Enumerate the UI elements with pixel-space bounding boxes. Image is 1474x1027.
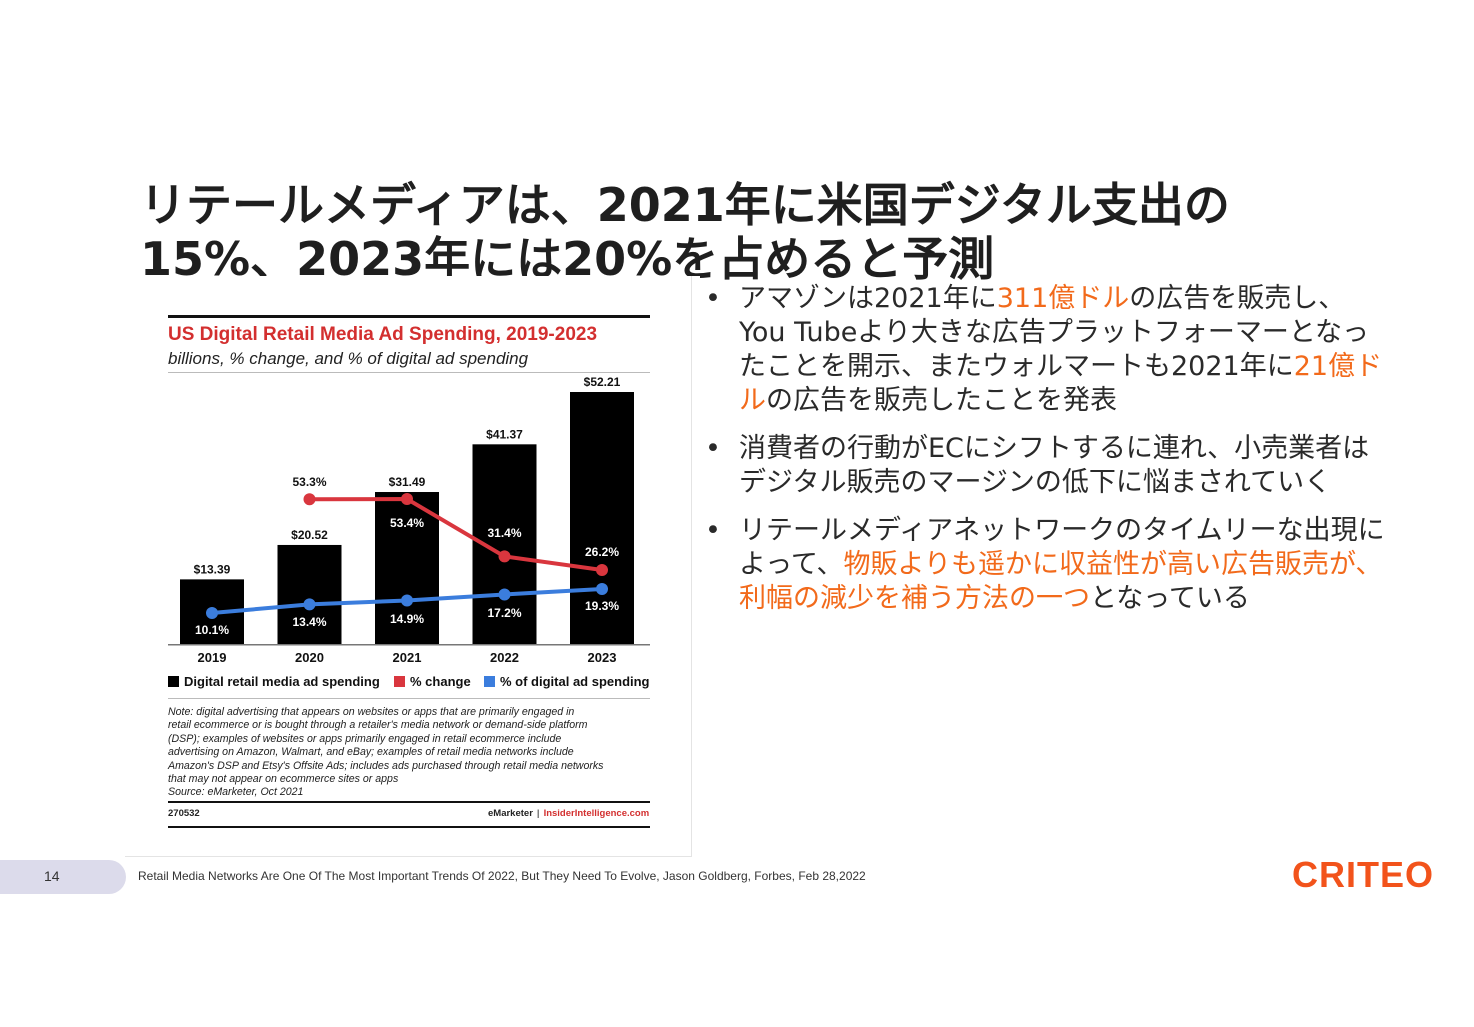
pct-digital-point <box>596 583 608 595</box>
pct-digital-point <box>206 607 218 619</box>
highlight-text: 311億ドル <box>996 283 1130 314</box>
pct-change-point <box>303 493 316 506</box>
bar-value-label: $41.37 <box>486 427 523 441</box>
pct-digital-point <box>303 598 316 611</box>
pct-digital-label: 13.4% <box>292 615 326 629</box>
x-axis-labels: 2019 2020 2021 2022 2023 <box>198 650 617 665</box>
x-tick-label: 2019 <box>198 650 227 665</box>
pct-change-label: 26.2% <box>585 545 619 559</box>
legend-swatch <box>484 676 495 687</box>
chart-brand: eMarketer | InsiderIntelligence.com <box>488 808 649 819</box>
legend-rule <box>168 698 650 699</box>
bullet-item: • 消費者の行動がECにシフトするに連れ、小売業者はデジタル販売のマージンの低下に… <box>705 432 1385 500</box>
bullet-text: 消費者の行動がECにシフトするに連れ、小売業者はデジタル販売のマージンの低下に悩… <box>739 433 1370 498</box>
bar-value-label: $20.52 <box>291 528 328 542</box>
bullet-item: • リテールメディアネットワークのタイムリーな出現によって、物販よりも遥かに収益性… <box>705 514 1385 616</box>
x-tick-label: 2023 <box>588 650 617 665</box>
legend-label: Digital retail media ad spending <box>184 674 380 689</box>
legend-swatch <box>168 676 179 687</box>
legend-label: % change <box>410 674 471 689</box>
chart-sub-rule <box>168 372 650 373</box>
highlight-text: 物販よりも遥かに収益性が高い広告販売が、利幅の減少を補う方法の一つ <box>739 549 1383 614</box>
x-tick-label: 2022 <box>490 650 519 665</box>
bar-value-label: $13.39 <box>194 562 231 576</box>
slide-title: リテールメディアは、2021年に米国デジタル支出の15%、2023年には20%を… <box>140 178 1230 286</box>
pct-digital-label: 14.9% <box>390 612 424 626</box>
pct-digital-label: 10.1% <box>195 623 229 637</box>
brand-emarketer: eMarketer <box>488 808 533 819</box>
x-axis-line <box>168 644 650 646</box>
bullet-text: の広告を販売したことを発表 <box>766 385 1117 416</box>
brand-insider-link[interactable]: InsiderIntelligence.com <box>543 808 650 819</box>
note-line: (DSP); examples of websites or apps prim… <box>168 732 562 745</box>
x-tick-label: 2021 <box>393 650 422 665</box>
bullet-dot: • <box>705 283 721 314</box>
pct-change-line <box>309 496 603 572</box>
pct-digital-label: 19.3% <box>585 599 619 613</box>
bar-value-label: $52.21 <box>584 375 621 389</box>
bullet-text: アマゾンは2021年に <box>739 283 997 314</box>
highlight-text: 21億ドル <box>739 351 1383 416</box>
legend-label: % of digital ad spending <box>500 674 650 689</box>
chart-title: US Digital Retail Media Ad Spending, 201… <box>168 324 597 345</box>
legend: Digital retail media ad spending % change… <box>168 674 650 689</box>
note-line: Amazon's DSP and Etsy's Offsite Ads; inc… <box>168 759 604 772</box>
page-number-pill <box>0 860 126 894</box>
legend-swatch <box>394 676 405 687</box>
note-line: that may not appear on ecommerce sites o… <box>168 773 399 786</box>
note-bottom-rule <box>168 801 650 803</box>
pct-change-point <box>498 550 511 563</box>
bullet-dot: • <box>705 433 721 464</box>
pct-change-point <box>596 564 608 576</box>
criteo-logo: CRITEO <box>1292 854 1435 895</box>
bar-2023 <box>570 392 634 644</box>
bar-2020 <box>277 544 342 644</box>
chart-subtitle: billions, % change, and % of digital ad … <box>168 349 529 368</box>
bullet-item: • アマゾンは2021年に311億ドルの広告を販売し、You Tubeより大きな広… <box>705 282 1385 418</box>
bullet-list: • アマゾンは2021年に311億ドルの広告を販売し、You Tubeより大きな広… <box>705 282 1385 630</box>
brand-separator: | <box>536 808 540 819</box>
bar-2021 <box>375 492 439 644</box>
pct-digital-point <box>498 588 511 601</box>
chart-bottom-rule <box>168 826 650 828</box>
note-line: Note: digital advertising that appears o… <box>168 706 575 718</box>
bar-value-label: $31.49 <box>389 475 426 489</box>
source-citation: Retail Media Networks Are One Of The Mos… <box>138 869 866 883</box>
bullet-dot: • <box>705 515 721 546</box>
chart-note: Note: digital advertising that appears o… <box>168 706 658 800</box>
note-line: retail ecommerce or is bought through a … <box>168 719 588 732</box>
note-line: advertising on Amazon, Walmart, and eBay… <box>168 746 574 759</box>
bullet-text: の広告を販売し、You Tubeより大きな広告プラットフォーマーとなったことを開… <box>739 283 1370 382</box>
bullet-text: リテールメディアネットワークのタイムリーな出現によって、 <box>739 515 1385 580</box>
bullet-text: となっている <box>1090 583 1250 614</box>
pct-change-point <box>401 493 413 505</box>
plot-area: $13.39 $20.52 $31.49 $41.37 $52.21 53.3% 53.4%… <box>180 375 634 644</box>
pct-digital-label: 17.2% <box>487 606 521 620</box>
chart-top-rule <box>168 315 650 318</box>
pct-change-label: 53.4% <box>390 516 424 530</box>
pct-change-label: 31.4% <box>487 526 521 540</box>
pct-digital-point <box>401 594 413 607</box>
x-tick-label: 2020 <box>295 650 324 665</box>
page-number: 14 <box>44 868 60 884</box>
chart-id: 270532 <box>168 808 200 819</box>
note-source: Source: eMarketer, Oct 2021 <box>168 786 304 799</box>
pct-change-label: 53.3% <box>292 475 326 489</box>
